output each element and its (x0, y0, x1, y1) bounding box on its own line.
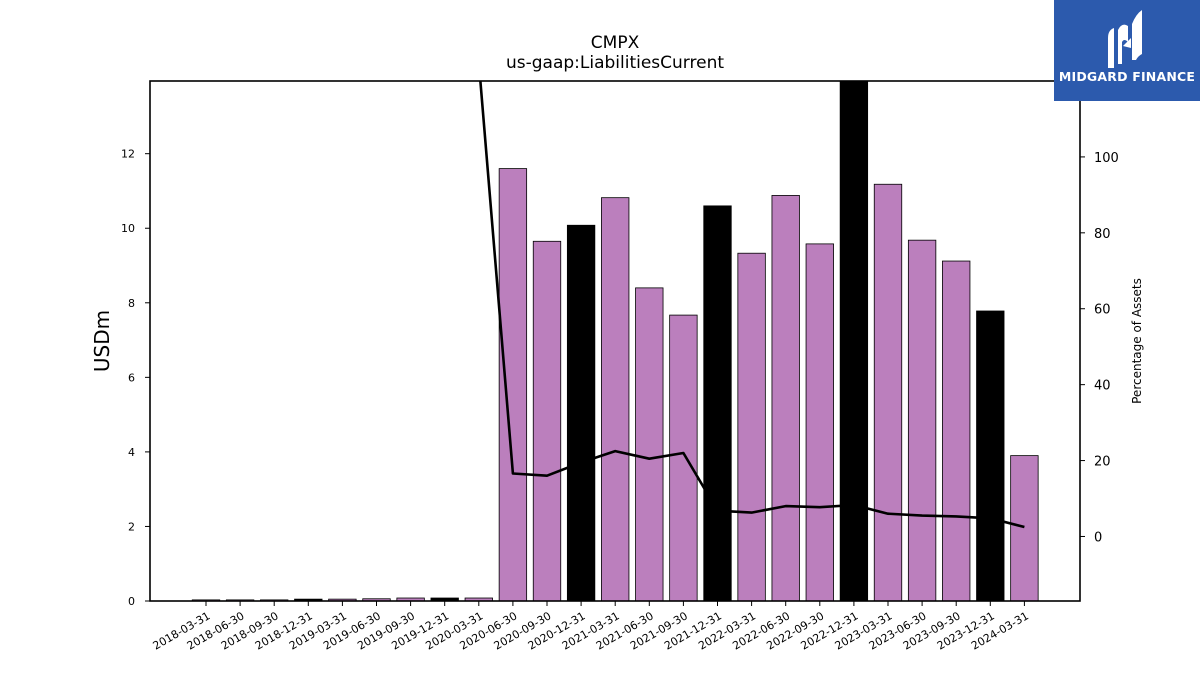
bars (191, 81, 1039, 601)
bar-2021-09-30 (669, 314, 698, 601)
bar-2020-03-31 (464, 597, 493, 601)
chart-title: CMPX (591, 33, 640, 53)
bar-2023-03-31 (873, 183, 903, 601)
bar-2023-12-31 (976, 310, 1005, 601)
y-tick-label: 0 (128, 595, 135, 608)
bar-2020-06-30 (498, 168, 528, 601)
bar-2020-09-30 (532, 240, 562, 601)
y2-tick-label: 60 (1094, 303, 1111, 318)
bar-2022-09-30 (805, 243, 834, 601)
right-axis: 0 20 40 60 80 100 (1080, 151, 1119, 545)
y-axis-label: USDm (90, 310, 114, 372)
chart-subtitle: us-gaap:LiabilitiesCurrent (506, 53, 724, 73)
bar-2022-06-30 (771, 195, 800, 601)
bar-2019-03-31 (328, 598, 357, 601)
bar-2021-06-30 (635, 287, 664, 601)
left-axis: 0 2 4 6 8 10 12 (121, 148, 150, 608)
y-tick-label: 6 (128, 371, 135, 384)
bar-2024-03-31 (1010, 455, 1039, 601)
brand-logo: MIDGARD FINANCE (1054, 0, 1200, 101)
midgard-logo-icon (1108, 10, 1142, 68)
bar-2022-12-31 (839, 81, 869, 601)
bar-2018-12-31 (294, 598, 323, 601)
bar-2022-03-31 (737, 252, 766, 601)
bar-2021-12-31 (703, 205, 732, 601)
bar-2019-09-30 (396, 597, 425, 601)
percentage-line-path (479, 81, 1025, 529)
y2-tick-label: 40 (1094, 379, 1111, 394)
percentage-line (479, 81, 1025, 529)
y-tick-label: 10 (121, 222, 135, 235)
y-tick-label: 12 (121, 148, 135, 161)
y-tick-label: 2 (128, 520, 135, 533)
y2-tick-label: 20 (1094, 455, 1111, 470)
y2-tick-label: 100 (1094, 151, 1119, 166)
y2-tick-label: 0 (1094, 530, 1102, 545)
bar-2023-06-30 (907, 239, 937, 601)
bar-2023-09-30 (942, 260, 971, 601)
y-tick-label: 8 (128, 297, 135, 310)
y-tick-label: 4 (128, 446, 135, 459)
brand-name: MIDGARD FINANCE (1058, 69, 1196, 84)
y2-tick-label: 80 (1094, 227, 1111, 242)
x-axis: 2018-03-312018-06-302018-09-302018-12-31… (151, 601, 1031, 653)
bar-2021-03-31 (601, 197, 630, 601)
y2-axis-label: Percentage of Assets (1130, 278, 1144, 404)
bar-2019-12-31 (430, 597, 459, 601)
bar-2020-12-31 (566, 224, 596, 601)
